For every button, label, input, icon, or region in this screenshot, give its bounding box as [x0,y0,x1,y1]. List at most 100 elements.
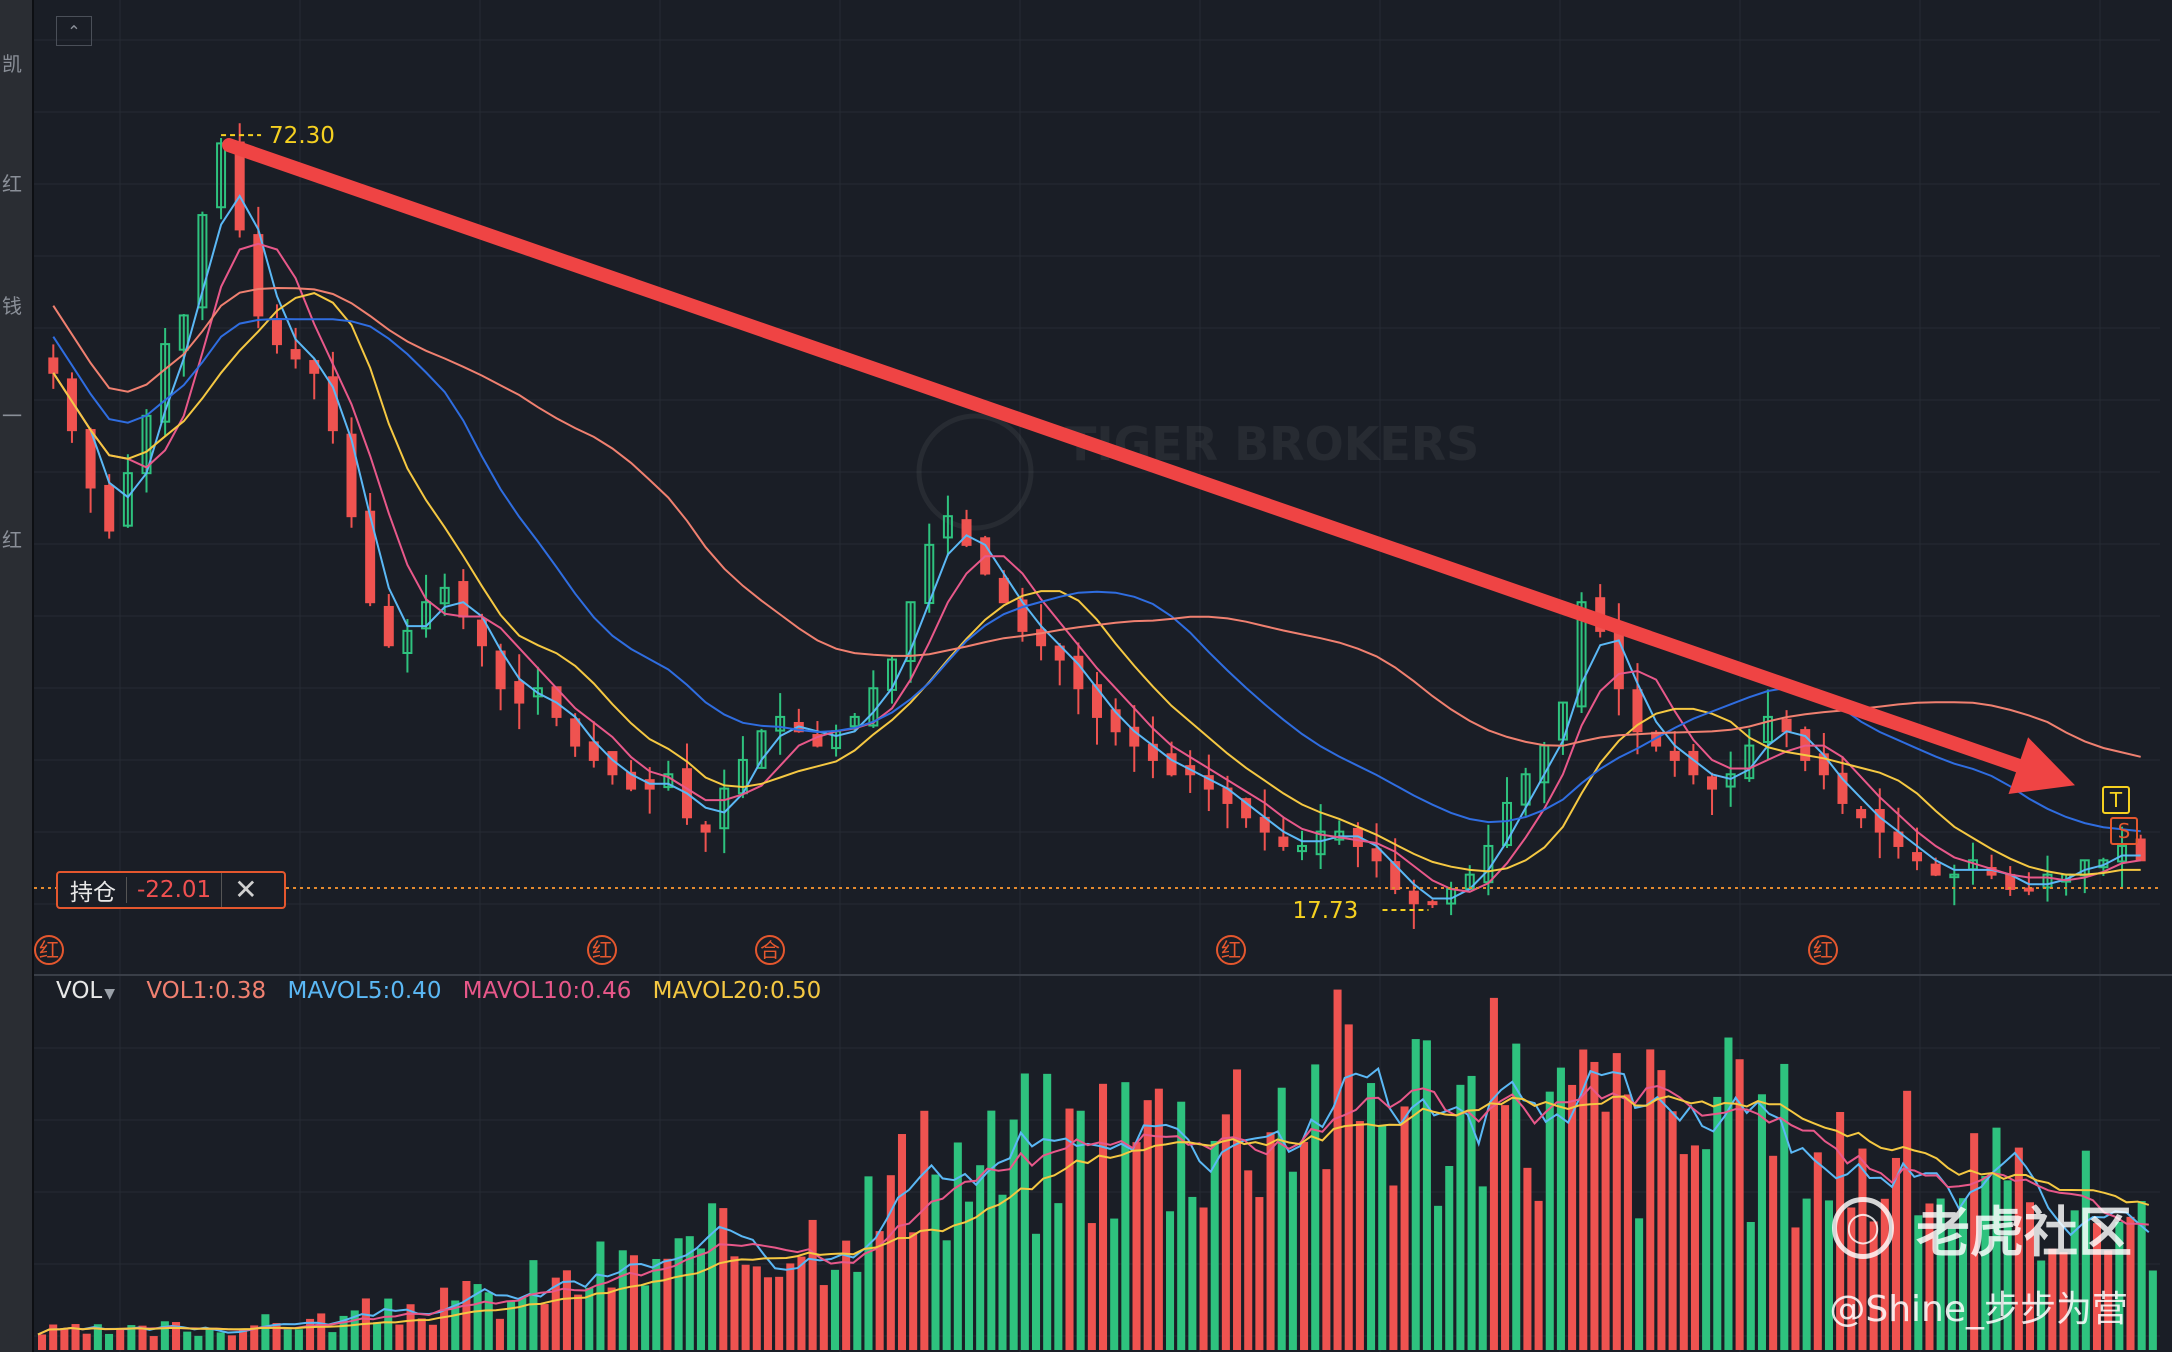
volume-bar [1266,1132,1275,1350]
volume-bar [216,1332,225,1350]
close-icon[interactable]: ✕ [221,873,269,907]
candle-body [1949,873,1960,879]
volume-bar [808,1219,817,1350]
volume-bar [2115,1221,2124,1350]
volume-bar [1824,1200,1833,1350]
volume-bar [1221,1114,1230,1350]
volume-bar [652,1258,661,1350]
volume-bar [1724,1037,1733,1350]
event-marker[interactable]: 红 [1216,935,1246,965]
volume-bar [574,1294,583,1350]
volume-bar [1367,1083,1376,1350]
volume-bar [283,1329,292,1350]
volume-bar [507,1301,516,1350]
volume-bar [60,1329,69,1350]
volume-bar [1903,1090,1912,1350]
event-marker[interactable]: 合 [755,935,785,965]
volume-bar [942,1240,951,1350]
volume-bar [1288,1171,1297,1350]
volume-bar [194,1335,203,1350]
candle-body [961,519,972,546]
volume-bar [373,1322,382,1350]
volume-bar [2092,1223,2102,1350]
volume-bar [93,1324,102,1350]
candle-body [905,601,916,663]
ma-line-blue [52,194,2141,900]
volume-bar [1947,1228,1956,1350]
chevron-up-icon: ⌃ [67,22,81,41]
trade-marker-s[interactable]: S [2110,817,2138,845]
ma-line-pink [52,242,2141,893]
candle-body [476,619,487,647]
volume-bar [428,1324,437,1350]
caret-down-icon[interactable]: ▼ [104,986,116,1002]
volume-bar [1344,1024,1353,1350]
volume-bar [172,1322,181,1350]
candle-body [1744,744,1755,780]
candle-body [216,142,227,209]
volume-bar [551,1277,560,1350]
candle-body [514,681,525,704]
volume-bar [897,1134,907,1350]
ma-line-salmon [52,286,2141,758]
volume-indicator-name[interactable]: VOL [56,978,103,1004]
volume-bar [2148,1270,2157,1350]
candle-body [998,577,1009,604]
event-marker[interactable]: 红 [1808,935,1838,965]
collapse-button[interactable]: ⌃ [56,16,92,46]
position-value: -22.01 [126,877,221,903]
event-marker[interactable]: 红 [587,935,617,965]
candle-body [886,658,897,691]
volume-bar [1355,1121,1364,1350]
volume-bar [998,1194,1007,1350]
volume-bar [38,1334,47,1350]
volume-bar [1869,1221,1878,1350]
candle-body [309,360,320,374]
candle-body [2042,873,2053,889]
volume-bar [1065,1108,1074,1350]
volume-bar [1757,1094,1766,1350]
volume-bar [1679,1154,1688,1350]
candle-body [1390,861,1401,890]
volume-bar [819,1285,828,1350]
volume-bar [440,1287,449,1350]
trade-marker-t[interactable]: T [2102,786,2130,814]
volume-bar [1936,1198,1945,1350]
volume-legend: VOL ▼ VOL1:0.38 MAVOL5:0.40 MAVOL10:0.46 … [56,978,835,1004]
volume-bar [540,1304,549,1350]
candle-body [1297,844,1308,853]
volume-bar [1891,1157,1900,1350]
candle-body [421,601,432,630]
volume-bar [663,1258,672,1350]
volume-bar [105,1333,114,1350]
candle-body [402,629,413,655]
volume-bar [1958,1198,1968,1350]
volume-bar [1188,1196,1197,1350]
mavol20-label: MAVOL20:0.50 [652,978,822,1004]
volume-bar [1255,1197,1264,1350]
volume-bar [1545,1091,1554,1350]
mavol10-label: MAVOL10:0.46 [462,978,632,1004]
user-watermark: @Shine_步步为营 [1829,1289,2128,1330]
volume-bar [1400,1106,1409,1350]
volume-bar [2059,1252,2068,1350]
position-badge[interactable]: 持仓 -22.01 ✕ [56,871,286,909]
volume-bar [1981,1176,1990,1350]
candle-body [700,824,711,833]
event-marker[interactable]: 红 [34,935,64,965]
volume-bar [987,1110,996,1350]
volume-bar [1233,1069,1242,1350]
volume-bar [2126,1216,2135,1350]
volume-bar [1031,1233,1041,1350]
volume-bar [250,1325,259,1350]
volume-bar [1489,997,1498,1350]
candle-body [346,433,357,518]
volume-bar [976,1165,985,1350]
volume-bar [1668,1111,1677,1350]
volume-bar [82,1333,91,1350]
mavol20-line [37,1095,2150,1336]
volume-bar [674,1238,683,1350]
candle-body [2117,844,2128,863]
candle-body [383,605,394,647]
